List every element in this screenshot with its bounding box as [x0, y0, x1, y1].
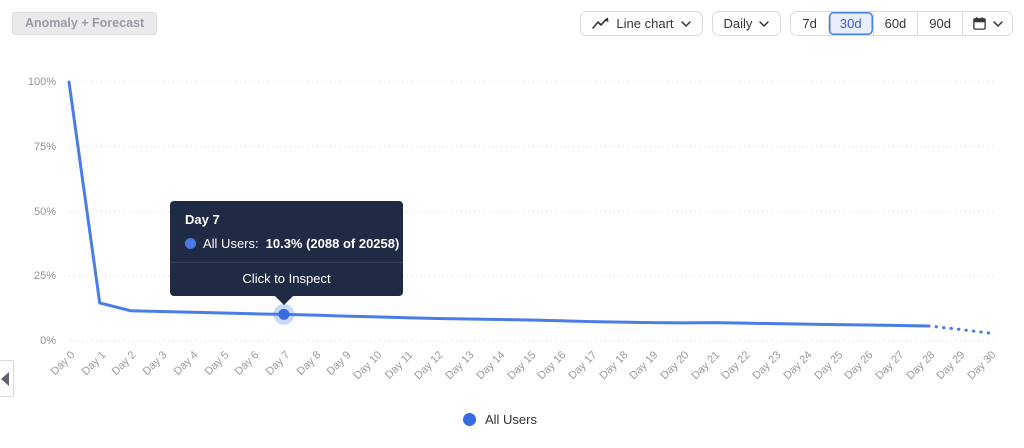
y-axis-tick-label: 25%	[33, 270, 56, 283]
chevron-down-icon	[680, 20, 691, 27]
chart-toolbar: Anomaly + Forecast Line chart Daily 7d 3…	[0, 0, 1024, 48]
anomaly-forecast-button[interactable]: Anomaly + Forecast	[12, 12, 158, 35]
range-7d-button[interactable]: 7d	[791, 12, 828, 35]
range-60d-button[interactable]: 60d	[872, 12, 918, 35]
triangle-left-icon	[1, 371, 9, 386]
tooltip-day-title: Day 7	[185, 212, 220, 227]
date-range-segmented-control: 7d 30d 60d 90d	[790, 11, 1013, 36]
tooltip-value: 10.3% (2088 of 20258)	[265, 236, 400, 251]
chevron-down-icon	[993, 20, 1003, 27]
chart-type-label: Line chart	[616, 16, 674, 31]
legend-color-dot-icon	[462, 413, 476, 426]
interval-label: Daily	[723, 16, 753, 31]
tooltip-series-row: All Users: 10.3% (2088 of 20258)	[170, 227, 403, 262]
y-axis-tick-label: 100%	[27, 76, 56, 88]
toolbar-right-controls: Line chart Daily 7d 30d 60d 90d	[580, 11, 1013, 36]
forecast-dotted-line	[927, 324, 992, 335]
tooltip-series-label: All Users:	[203, 236, 259, 251]
interval-dropdown[interactable]: Daily	[711, 11, 782, 36]
series-color-dot-icon	[185, 238, 196, 249]
chart-tooltip: Day 7 All Users: 10.3% (2088 of 20258) C…	[170, 201, 403, 305]
tooltip-divider	[170, 262, 403, 263]
retention-line	[67, 80, 931, 328]
chevron-down-icon	[759, 20, 770, 27]
legend-item-all-users[interactable]: All Users	[0, 412, 1000, 427]
expand-left-panel-button[interactable]	[0, 360, 14, 397]
custom-date-range-button[interactable]	[962, 12, 1012, 35]
legend-label: All Users	[484, 412, 537, 427]
calendar-icon	[973, 17, 986, 30]
range-90d-button[interactable]: 90d	[917, 12, 962, 35]
chart-type-dropdown[interactable]: Line chart	[580, 11, 703, 36]
day7-data-point[interactable]	[278, 308, 290, 320]
line-chart-icon	[592, 17, 609, 29]
y-axis-tick-label: 75%	[33, 140, 56, 153]
tooltip-click-to-inspect: Click to Inspect	[242, 271, 331, 286]
range-30d-button[interactable]: 30d	[827, 12, 873, 35]
y-axis-tick-label: 0%	[40, 335, 56, 347]
y-axis-tick-label: 50%	[33, 205, 56, 218]
